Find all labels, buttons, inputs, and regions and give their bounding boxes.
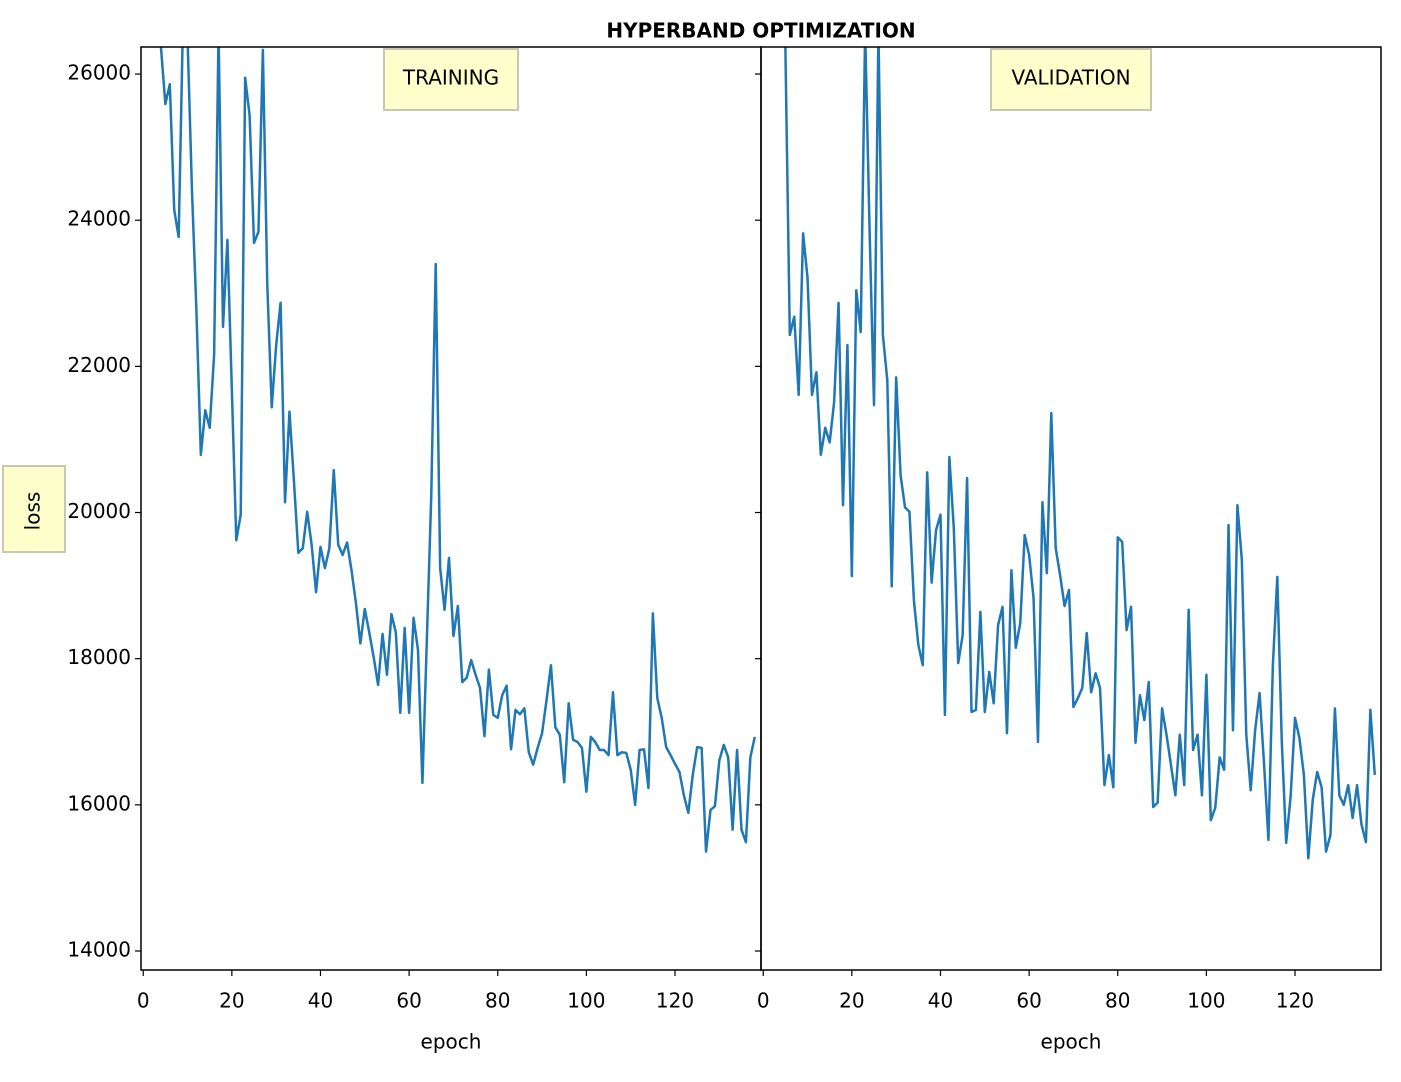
y-tick-label: 24000: [67, 207, 131, 231]
x-tick-label: 100: [1187, 989, 1225, 1013]
axes-frame: [760, 46, 1382, 971]
y-axis-label: loss: [21, 492, 45, 531]
x-axis-label: epoch: [421, 1030, 482, 1054]
x-tick-label: 20: [219, 989, 244, 1013]
x-tick-label: 0: [137, 989, 150, 1013]
x-tick-label: 20: [839, 989, 864, 1013]
annotation: VALIDATION: [1011, 66, 1130, 90]
annotation-box: [383, 48, 519, 111]
x-tick-label: 120: [1276, 989, 1314, 1013]
y-label-box: [2, 465, 66, 553]
loss-line: [784, 47, 1377, 860]
x-tick-label: 80: [485, 989, 510, 1013]
axes-frame: [140, 46, 762, 971]
x-tick-label: 0: [757, 989, 770, 1013]
y-tick-label: 20000: [67, 499, 131, 523]
y-tick-label: 26000: [67, 61, 131, 85]
loss-line: [159, 47, 757, 853]
x-tick-label: 40: [308, 989, 333, 1013]
x-tick-label: 40: [928, 989, 953, 1013]
x-axis-label: epoch: [1041, 1030, 1102, 1054]
x-tick-label: 120: [656, 989, 694, 1013]
x-tick-label: 60: [1016, 989, 1041, 1013]
x-tick-label: 100: [567, 989, 605, 1013]
y-tick-label: 14000: [67, 937, 131, 961]
y-tick-label: 18000: [67, 645, 131, 669]
panel: [159, 47, 757, 853]
x-tick-label: 60: [396, 989, 421, 1013]
figure-title: HYPERBAND OPTIMIZATION: [606, 19, 915, 43]
annotation-box: [990, 48, 1152, 111]
annotation: TRAINING: [402, 66, 499, 90]
y-tick-label: 16000: [67, 791, 131, 815]
panel: [784, 47, 1377, 860]
y-tick-label: 22000: [67, 353, 131, 377]
x-tick-label: 80: [1105, 989, 1130, 1013]
